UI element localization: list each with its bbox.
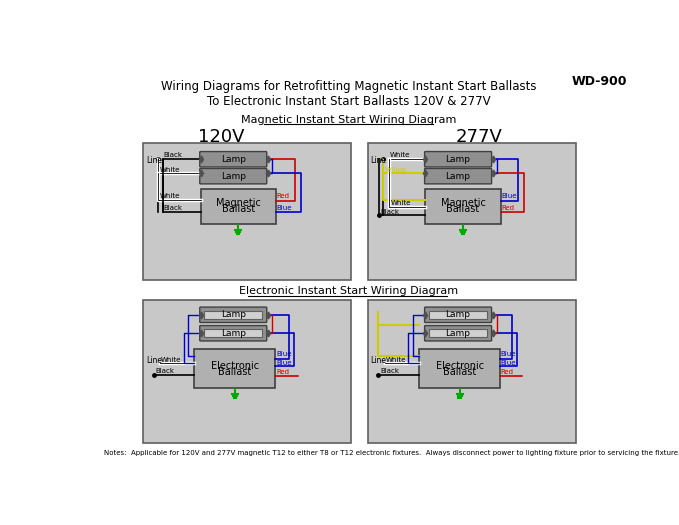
Text: White: White: [160, 193, 180, 200]
Text: Ballast: Ballast: [447, 204, 480, 214]
Text: Electronic: Electronic: [435, 361, 483, 371]
Text: 277V: 277V: [456, 129, 502, 146]
Text: Black: Black: [164, 205, 183, 211]
Text: Magnetic Instant Start Wiring Diagram: Magnetic Instant Start Wiring Diagram: [240, 116, 456, 125]
Text: Blue: Blue: [501, 360, 516, 365]
Text: Blue: Blue: [276, 351, 291, 357]
Text: White: White: [390, 152, 410, 159]
FancyBboxPatch shape: [200, 307, 267, 322]
Bar: [425, 188, 501, 224]
Bar: [367, 300, 576, 443]
Text: WD-900: WD-900: [572, 75, 627, 88]
Text: Line: Line: [146, 356, 162, 365]
Text: Black: Black: [381, 209, 400, 215]
FancyBboxPatch shape: [200, 169, 267, 184]
Text: Magnetic: Magnetic: [216, 198, 261, 208]
Text: 120V: 120V: [198, 129, 244, 146]
FancyBboxPatch shape: [424, 307, 492, 322]
Text: Lamp: Lamp: [445, 310, 471, 319]
Text: Ballast: Ballast: [221, 204, 255, 214]
FancyBboxPatch shape: [200, 152, 267, 167]
Text: Electronic: Electronic: [210, 361, 259, 371]
Text: White: White: [390, 200, 411, 206]
Text: Magnetic: Magnetic: [441, 198, 485, 208]
Text: Blue: Blue: [501, 351, 516, 357]
Text: Line: Line: [146, 155, 162, 164]
Text: Wiring Diagrams for Retrofitting Magnetic Instant Start Ballasts
To Electronic I: Wiring Diagrams for Retrofitting Magneti…: [161, 80, 536, 108]
Text: Lamp: Lamp: [221, 155, 246, 164]
Text: Lamp: Lamp: [221, 329, 246, 338]
Text: Electronic Instant Start Wiring Diagram: Electronic Instant Start Wiring Diagram: [239, 286, 458, 296]
Bar: [200, 188, 276, 224]
Bar: [429, 329, 487, 337]
Text: Blue: Blue: [502, 193, 517, 200]
Bar: [204, 329, 262, 337]
Text: Line: Line: [371, 155, 387, 164]
Text: Lamp: Lamp: [221, 310, 246, 319]
Bar: [143, 143, 350, 280]
Text: Black: Black: [164, 152, 183, 159]
Text: Yellow: Yellow: [384, 167, 406, 173]
Text: Lamp: Lamp: [445, 329, 471, 338]
Bar: [143, 300, 350, 443]
Bar: [419, 350, 500, 388]
Bar: [194, 350, 275, 388]
FancyBboxPatch shape: [424, 326, 492, 341]
FancyBboxPatch shape: [424, 152, 492, 167]
Text: Red: Red: [502, 205, 515, 211]
Text: Lamp: Lamp: [445, 172, 471, 181]
Text: Lamp: Lamp: [221, 172, 246, 181]
Text: White: White: [160, 167, 180, 173]
FancyBboxPatch shape: [424, 169, 492, 184]
Text: Blue: Blue: [276, 360, 291, 365]
Text: Red: Red: [501, 369, 514, 375]
Bar: [429, 311, 487, 319]
Text: Black: Black: [155, 368, 174, 374]
Text: Notes:  Applicable for 120V and 277V magnetic T12 to either T8 or T12 electronic: Notes: Applicable for 120V and 277V magn…: [103, 450, 679, 456]
Text: Lamp: Lamp: [445, 155, 471, 164]
Bar: [204, 311, 262, 319]
Text: White: White: [160, 356, 181, 363]
Text: Red: Red: [277, 193, 290, 200]
FancyBboxPatch shape: [200, 326, 267, 341]
Text: White: White: [386, 356, 406, 363]
Bar: [367, 143, 576, 280]
Text: Blue: Blue: [277, 205, 292, 211]
Text: Black: Black: [380, 368, 399, 374]
Text: Red: Red: [276, 369, 289, 375]
Text: Ballast: Ballast: [218, 367, 251, 377]
Text: Ballast: Ballast: [443, 367, 476, 377]
Text: Line: Line: [371, 356, 387, 365]
